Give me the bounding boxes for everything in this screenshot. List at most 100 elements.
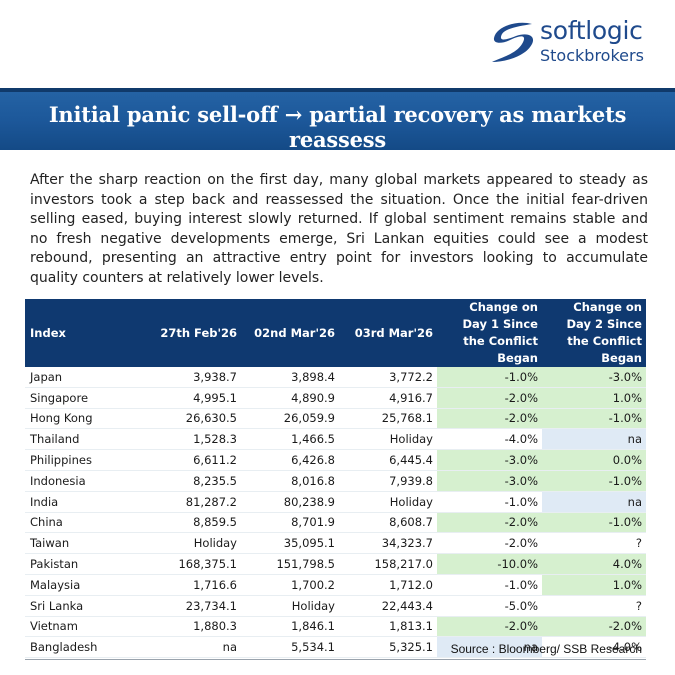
- value-cell: 4,890.9: [241, 387, 339, 409]
- value-cell: 22,443.4: [339, 595, 437, 617]
- value-cell: Holiday: [339, 428, 437, 451]
- value-cell: na: [117, 636, 241, 659]
- value-cell: -2.0%: [437, 512, 542, 534]
- table-row: China 8,859.5 8,701.9 8,608.7 -2.0% -1.0%: [25, 512, 646, 534]
- value-cell: ?: [542, 532, 646, 555]
- value-cell: -1.0%: [437, 574, 542, 596]
- softlogic-logo: softlogic Stockbrokers: [488, 16, 663, 68]
- table-row: Malaysia 1,716.6 1,700.2 1,712.0 -1.0% 1.0%: [25, 574, 646, 596]
- value-cell: -4.0%: [437, 428, 542, 451]
- value-cell: -1.0%: [437, 367, 542, 388]
- value-cell: 158,217.0: [339, 553, 437, 575]
- title-banner: [0, 88, 675, 150]
- value-cell: -1.0%: [437, 491, 542, 513]
- value-cell: 25,768.1: [339, 408, 437, 430]
- table-row: Japan 3,938.7 3,898.4 3,772.2 -1.0% -3.0%: [25, 367, 646, 388]
- index-name-cell: Vietnam: [25, 616, 117, 638]
- value-cell: -1.0%: [542, 512, 646, 534]
- value-cell: -3.0%: [437, 470, 542, 492]
- table-row: Thailand 1,528.3 1,466.5 Holiday -4.0% na: [25, 428, 646, 451]
- value-cell: -2.0%: [437, 387, 542, 409]
- table-row: Taiwan Holiday 35,095.1 34,323.7 -2.0%?: [25, 532, 646, 555]
- column-header-feb27: 27th Feb'26: [117, 299, 241, 367]
- index-name-cell: Bangladesh: [25, 636, 117, 659]
- value-cell: -2.0%: [437, 408, 542, 430]
- value-cell: na: [437, 636, 542, 659]
- value-cell: Holiday: [339, 491, 437, 513]
- index-name-cell: Hong Kong: [25, 408, 117, 430]
- value-cell: 26,059.9: [241, 408, 339, 430]
- value-cell: 1,700.2: [241, 574, 339, 596]
- value-cell: -2.0%: [437, 532, 542, 555]
- value-cell: 8,859.5: [117, 512, 241, 534]
- value-cell: 80,238.9: [241, 491, 339, 513]
- value-cell: 1,813.1: [339, 616, 437, 638]
- value-cell: 4,995.1: [117, 387, 241, 409]
- value-cell: -3.0%: [437, 449, 542, 471]
- value-cell: 3,938.7: [117, 367, 241, 388]
- value-cell: 6,445.4: [339, 449, 437, 471]
- index-name-cell: Indonesia: [25, 470, 117, 492]
- value-cell: 1,880.3: [117, 616, 241, 638]
- value-cell: 4,916.7: [339, 387, 437, 409]
- bottom-divider: [25, 659, 646, 660]
- index-name-cell: Pakistan: [25, 553, 117, 575]
- value-cell: 81,287.2: [117, 491, 241, 513]
- value-cell: 0.0%: [542, 449, 646, 471]
- value-cell: 151,798.5: [241, 553, 339, 575]
- value-cell: Holiday: [241, 595, 339, 617]
- index-name-cell: Sri Lanka: [25, 595, 117, 617]
- value-cell: -10.0%: [437, 553, 542, 575]
- table-row: Singapore 4,995.1 4,890.9 4,916.7 -2.0% 1.0%: [25, 387, 646, 409]
- intro-paragraph: After the sharp reaction on the first da…: [30, 172, 648, 286]
- value-cell: 8,016.8: [241, 470, 339, 492]
- value-cell: 8,701.9: [241, 512, 339, 534]
- column-header-mar02: 02nd Mar'26: [241, 299, 339, 367]
- page-title: Initial panic sell-off → partial recover…: [48, 102, 627, 152]
- value-cell: 7,939.8: [339, 470, 437, 492]
- market-index-table: Index 27th Feb'26 02nd Mar'26 03rd Mar'2…: [25, 299, 646, 659]
- column-header-day2-change: Change on Day 2 Since the Conflict Began: [542, 299, 646, 367]
- value-cell: 3,898.4: [241, 367, 339, 388]
- value-cell: 1,716.6: [117, 574, 241, 596]
- value-cell: -1.0%: [542, 408, 646, 430]
- value-cell: 5,325.1: [339, 636, 437, 659]
- index-name-cell: India: [25, 491, 117, 513]
- value-cell: na: [542, 428, 646, 451]
- value-cell: 1,846.1: [241, 616, 339, 638]
- value-cell: ?: [542, 595, 646, 617]
- banner-top-line: [0, 88, 675, 92]
- value-cell: -5.0%: [437, 595, 542, 617]
- value-cell: 6,426.8: [241, 449, 339, 471]
- column-header-mar03: 03rd Mar'26: [339, 299, 437, 367]
- value-cell: 4.0%: [542, 553, 646, 575]
- table-row: India 81,287.2 80,238.9 Holiday -1.0% na: [25, 491, 646, 513]
- column-header-day1-change: Change on Day 1 Since the Conflict Began: [437, 299, 542, 367]
- value-cell: 1,466.5: [241, 428, 339, 451]
- value-cell: 1.0%: [542, 387, 646, 409]
- index-name-cell: Japan: [25, 367, 117, 388]
- table-row: Hong Kong 26,630.5 26,059.9 25,768.1 -2.0% -1…: [25, 408, 646, 430]
- index-name-cell: Singapore: [25, 387, 117, 409]
- value-cell: -4.0%: [542, 636, 646, 659]
- source-note: Source : Bloomberg/ SSB Research: [450, 642, 642, 656]
- index-name-cell: China: [25, 512, 117, 534]
- value-cell: na: [542, 491, 646, 513]
- value-cell: 8,608.7: [339, 512, 437, 534]
- logo-subtitle: Stockbrokers: [540, 46, 644, 65]
- value-cell: Holiday: [117, 532, 241, 555]
- table-row: Vietnam 1,880.3 1,846.1 1,813.1 -2.0% -2.0%: [25, 616, 646, 638]
- index-name-cell: Taiwan: [25, 532, 117, 555]
- table-row: Sri Lanka 23,734.1 Holiday 22,443.4 -5.0%?: [25, 595, 646, 617]
- index-name-cell: Philippines: [25, 449, 117, 471]
- column-header-index: Index: [25, 299, 117, 367]
- value-cell: 3,772.2: [339, 367, 437, 388]
- index-name-cell: Thailand: [25, 428, 117, 451]
- value-cell: 8,235.5: [117, 470, 241, 492]
- logo-wordmark: softlogic: [540, 16, 643, 45]
- value-cell: 1,712.0: [339, 574, 437, 596]
- value-cell: 1,528.3: [117, 428, 241, 451]
- table-row: Indonesia 8,235.5 8,016.8 7,939.8 -3.0% -1.0%: [25, 470, 646, 492]
- value-cell: 34,323.7: [339, 532, 437, 555]
- value-cell: -1.0%: [542, 470, 646, 492]
